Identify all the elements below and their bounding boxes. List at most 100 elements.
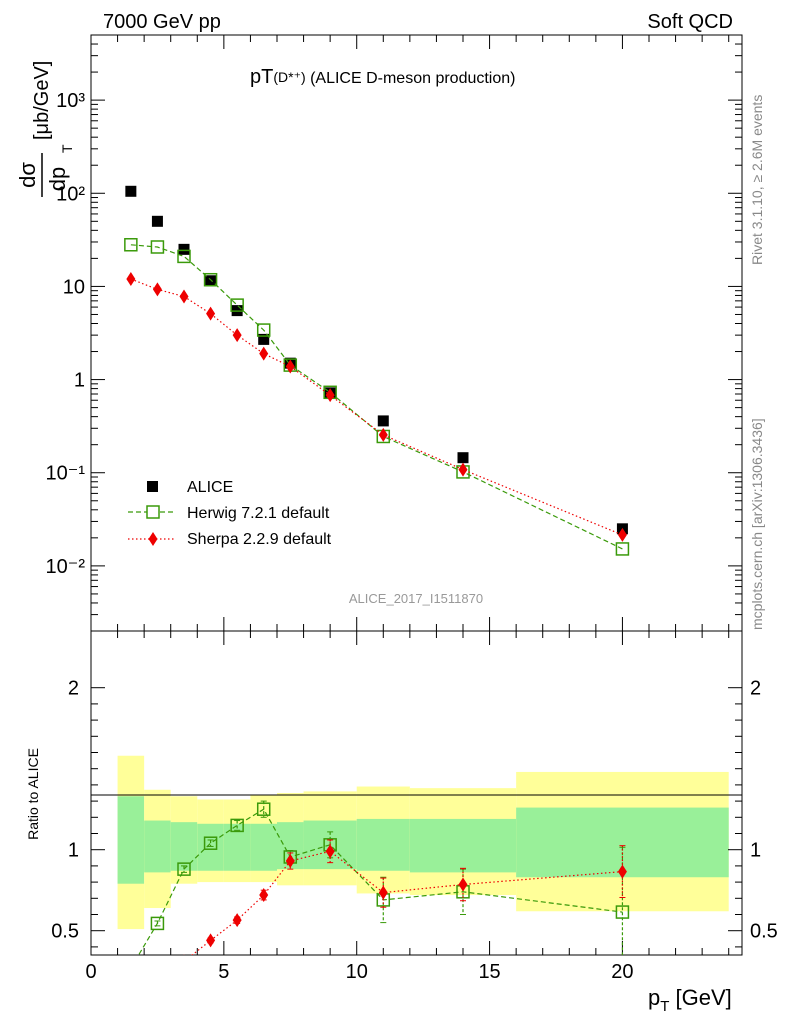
main-axis-ticks <box>90 34 742 632</box>
svg-text:ALICE: ALICE <box>187 479 233 496</box>
data-point <box>258 333 270 345</box>
data-point <box>230 298 244 312</box>
data-point <box>377 415 389 427</box>
ratio-point <box>285 854 295 869</box>
main-y-tick-label: 10³ <box>56 90 85 112</box>
ratio-uncertainty-bands <box>117 755 729 930</box>
ratio-y-axis-label: Ratio to ALICE <box>25 748 41 840</box>
energy-label: 7000 GeV pp <box>103 11 221 33</box>
main-y-tick-label: 10⁻² <box>46 556 86 578</box>
ratio-frame <box>90 630 743 956</box>
rivet-version-label: Rivet 3.1.10, ≥ 2.6M events <box>749 95 765 265</box>
data-point <box>285 359 295 374</box>
ratio-point <box>378 885 388 900</box>
ratio-y-tick-label-right: 0.5 <box>750 921 778 943</box>
x-tick-label: 0 <box>85 961 96 983</box>
data-point <box>124 238 138 252</box>
ratio-y-tick-label: 0.5 <box>51 921 79 943</box>
ratio-point <box>458 877 468 892</box>
plot-title: pT(D*⁺) (ALICE D-meson production) <box>250 66 515 88</box>
process-label: Soft QCD <box>647 11 733 33</box>
series-herwig <box>124 238 630 556</box>
data-point <box>259 346 269 361</box>
data-point <box>615 542 630 556</box>
x-tick-label: 5 <box>218 961 229 983</box>
ratio-point <box>230 818 244 833</box>
svg-text:dσ: dσ <box>15 162 40 188</box>
x-axis-label: pT [GeV] <box>648 985 732 1015</box>
data-point <box>256 323 271 337</box>
data-point <box>177 249 191 264</box>
ratio-point <box>615 905 630 919</box>
ratio-point <box>126 986 135 1000</box>
ratio-y-tick-label: 2 <box>68 678 79 700</box>
green-band-bin <box>197 823 224 871</box>
ratio-point <box>153 974 162 988</box>
data-point <box>178 243 190 255</box>
ratio-y-tick-label-right: 1 <box>750 840 761 862</box>
green-band-bin <box>117 796 145 884</box>
ratio-point <box>150 916 165 931</box>
ratio-point <box>203 836 218 850</box>
data-point <box>203 272 218 287</box>
ratio-point <box>232 913 242 928</box>
ratio-panel: 0.5 0.51 12 20 5 10 15 20 Ratio to ALICE pT [Ge… <box>25 630 778 1015</box>
ratio-series-line <box>137 808 623 955</box>
ratio-point <box>206 933 216 948</box>
main-y-tick-labels: 10⁻² 10⁻¹ 1 10 10² 10³ <box>46 90 86 578</box>
series-line <box>130 244 623 550</box>
ratio-point <box>259 888 269 903</box>
main-y-tick-label: 10 <box>63 276 85 298</box>
svg-text:[μb/GeV]: [μb/GeV] <box>31 61 53 140</box>
data-point <box>126 272 136 287</box>
data-point <box>325 388 335 403</box>
legend-entry-herwig: Herwig 7.2.1 default <box>128 505 330 522</box>
ratio-y-tick-label: 1 <box>68 840 79 862</box>
data-point <box>617 527 627 542</box>
data-point <box>378 427 388 442</box>
svg-text:Sherpa 2.2.9 default: Sherpa 2.2.9 default <box>187 531 332 548</box>
x-tick-label: 10 <box>346 961 368 983</box>
green-band-bin <box>144 820 171 873</box>
ratio-tick-labels: 0.5 0.51 12 20 5 10 15 20 <box>51 678 778 983</box>
legend-entry-sherpa: Sherpa 2.2.9 default <box>128 531 332 548</box>
x-tick-label: 15 <box>478 961 500 983</box>
data-point <box>206 306 216 321</box>
ratio-point <box>325 844 335 859</box>
data-point <box>152 282 162 297</box>
data-point <box>457 452 469 464</box>
main-y-tick-label: 1 <box>74 370 85 392</box>
ratio-point <box>617 864 627 879</box>
ratio-point <box>183 954 185 955</box>
legend: ALICE Herwig 7.2.1 default Sherpa 2.2.9 … <box>128 479 332 548</box>
ratio-point <box>125 962 137 974</box>
main-panel: 10⁻² 10⁻¹ 1 10 10² 10³ pT(D*⁺) (ALICE D-meson… <box>15 34 743 632</box>
legend-entry-alice: ALICE <box>147 479 233 496</box>
green-band-bin <box>409 818 517 873</box>
svg-text:dp: dp <box>45 167 70 191</box>
series-line <box>130 278 623 536</box>
x-tick-label: 20 <box>611 961 633 983</box>
main-series <box>124 185 630 556</box>
ratio-series-line <box>191 850 623 955</box>
main-y-tick-label: 10⁻¹ <box>46 463 86 485</box>
ratio-series <box>125 800 630 1000</box>
data-point <box>458 462 468 477</box>
data-point <box>232 328 242 343</box>
green-band-bin <box>356 818 410 871</box>
data-point <box>125 185 137 197</box>
data-point <box>150 240 165 254</box>
svg-text:Herwig 7.2.1 default: Herwig 7.2.1 default <box>187 505 330 522</box>
ratio-point <box>256 802 271 816</box>
series-sherpa <box>126 272 627 542</box>
main-y-axis-label: dσ dp T [μb/GeV] <box>15 61 75 197</box>
mcplots-label: mcplots.cern.ch [arXiv:1306.3436] <box>749 418 765 630</box>
ratio-point <box>177 862 191 876</box>
data-point <box>205 275 217 287</box>
ratio-y-tick-label-right: 2 <box>750 678 761 700</box>
svg-text:T: T <box>59 144 75 153</box>
ratio-series-sherpa <box>126 839 627 1000</box>
green-band-bin <box>250 823 277 871</box>
data-point <box>179 289 189 304</box>
